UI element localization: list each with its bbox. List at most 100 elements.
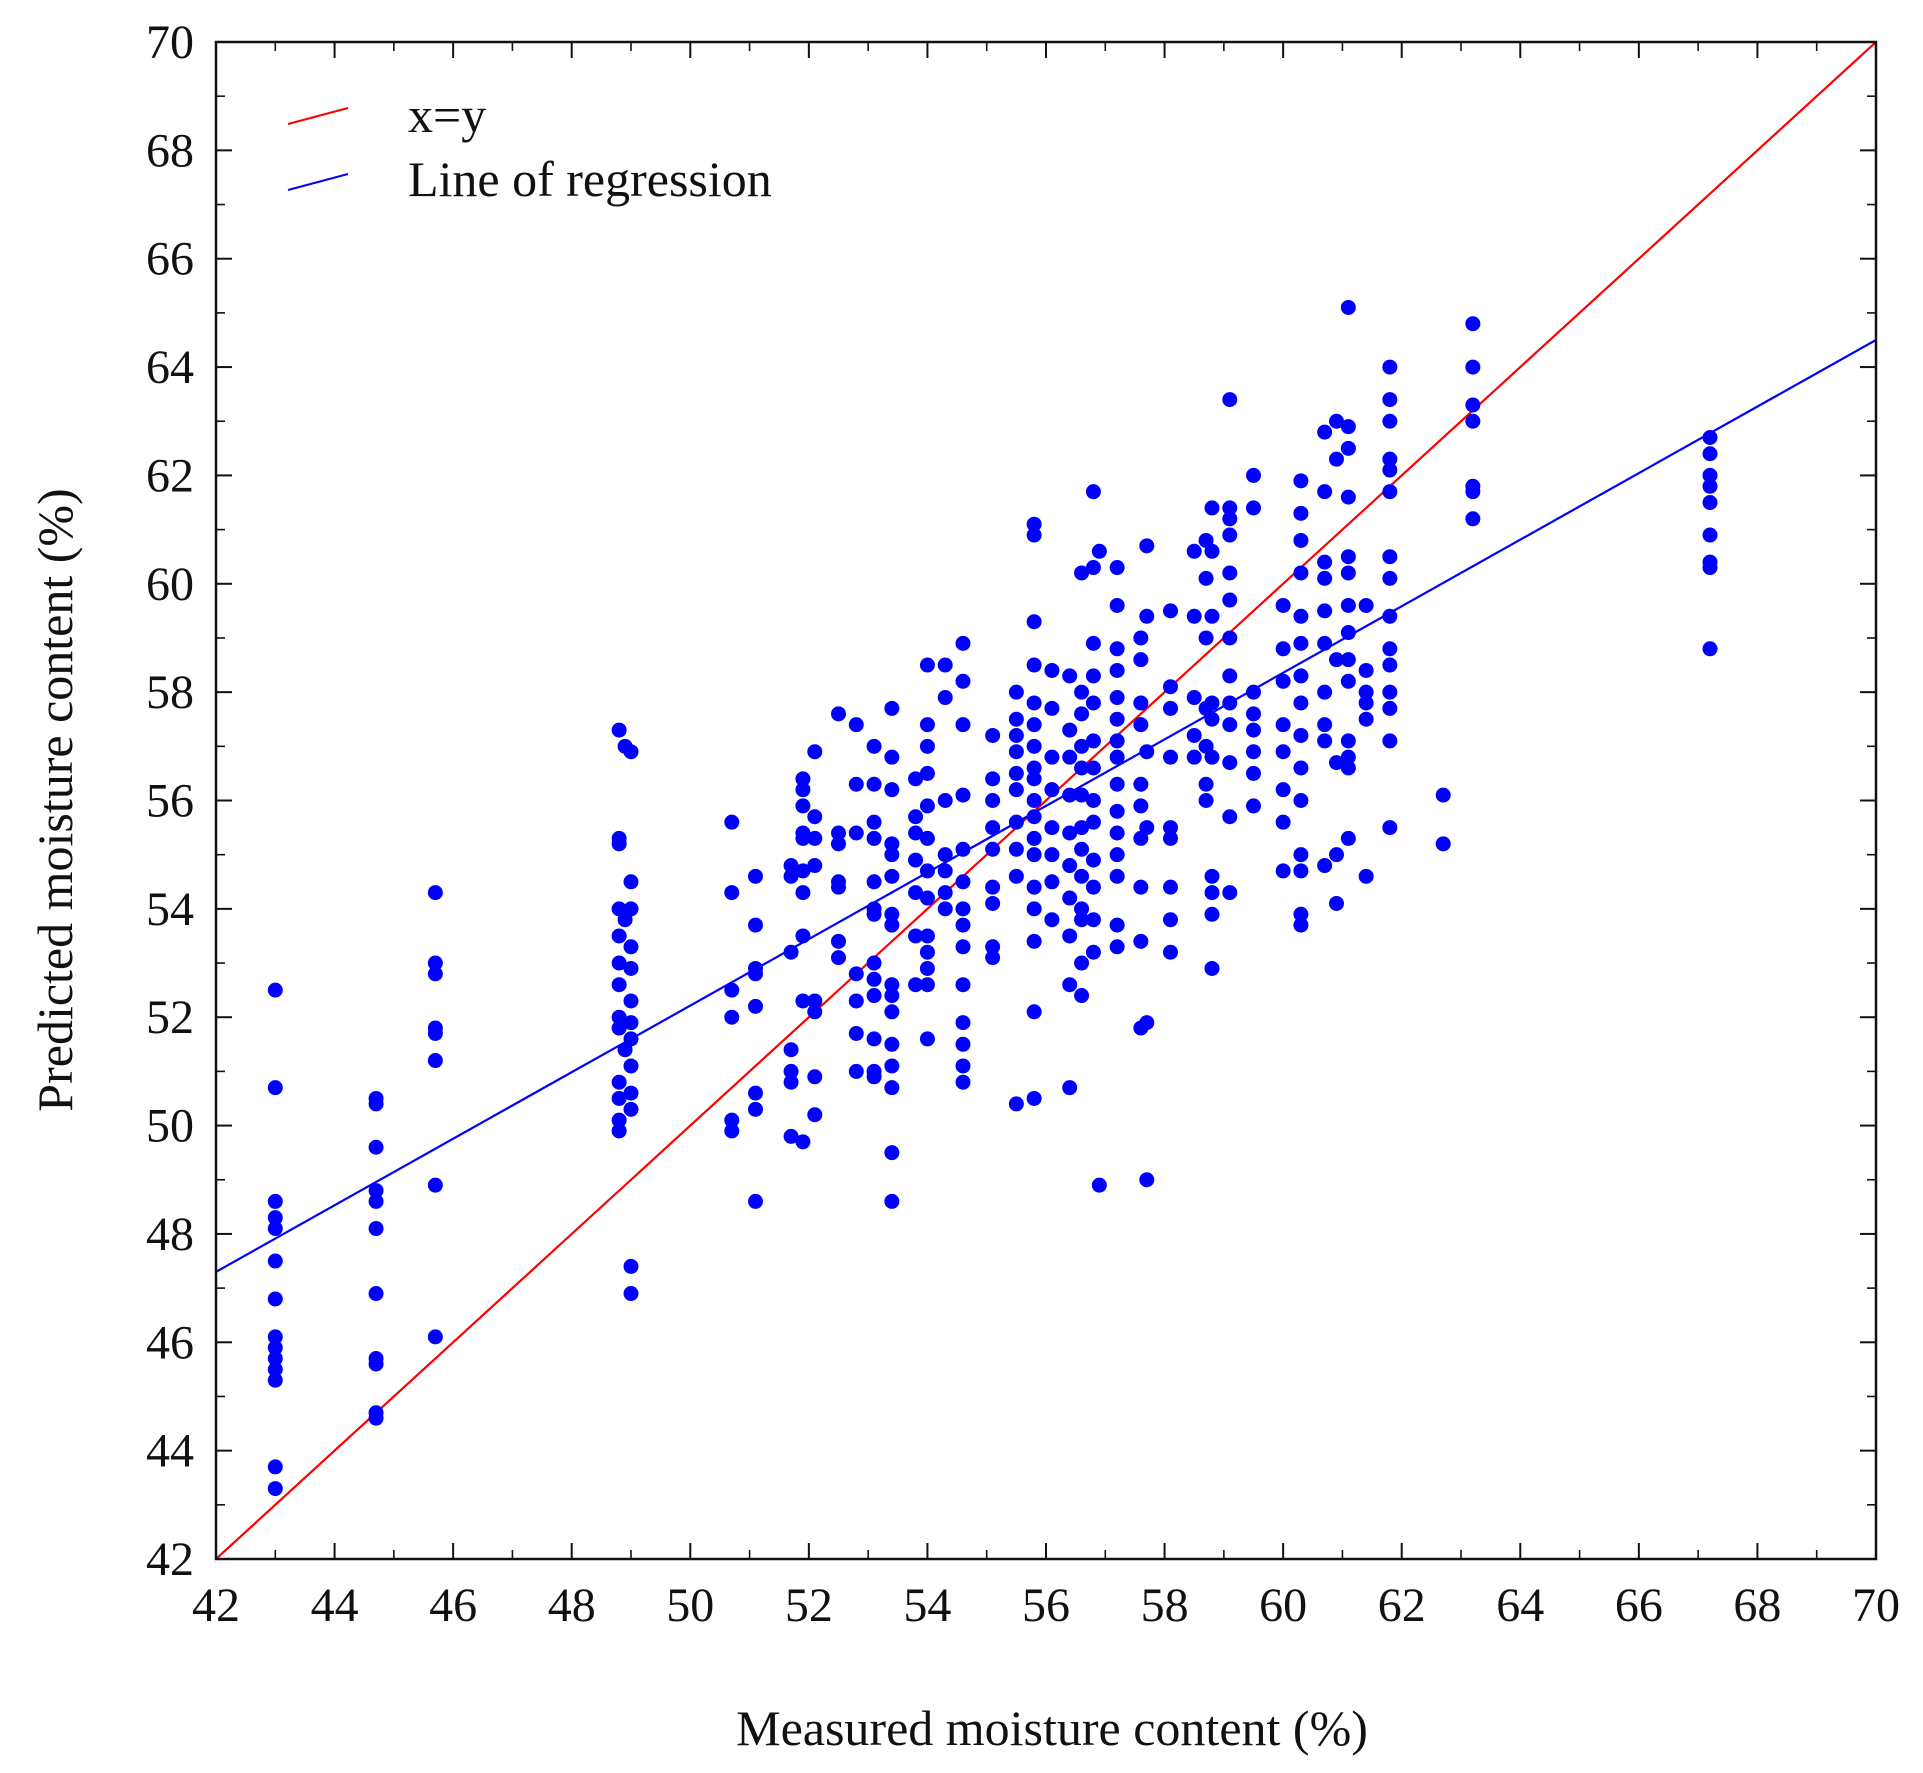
data-point [1085,635,1101,651]
data-point [1246,500,1261,516]
data-point [267,1372,283,1388]
data-point [1293,668,1309,684]
data-point [267,1210,283,1226]
data-point [795,782,811,798]
data-point [848,993,864,1009]
data-point [1109,803,1125,819]
data-point [611,836,627,852]
data-point [1222,592,1238,608]
data-point [1275,863,1291,879]
data-point [919,765,935,781]
data-point [1382,451,1398,467]
data-point [1074,901,1090,917]
data-point [866,814,882,830]
data-point [1074,787,1090,803]
data-point [1246,706,1261,722]
y-tick-label: 52 [146,991,194,1044]
data-point [611,1123,627,1139]
data-point [1204,500,1220,516]
data-point [1204,906,1220,922]
data-point [884,1145,900,1161]
y-tick-label: 42 [146,1533,194,1586]
data-point [783,858,799,874]
data-point [919,830,935,846]
data-point [1340,440,1356,456]
data-point [919,738,935,754]
data-point [919,863,935,879]
data-point [1293,847,1309,863]
x-tick-label: 62 [1378,1579,1426,1632]
data-point [368,1356,384,1372]
y-tick-label: 48 [146,1208,194,1261]
data-point [908,977,924,993]
data-point [1293,695,1309,711]
y-tick-label: 54 [146,883,194,936]
data-point [1026,847,1042,863]
data-point [724,814,740,830]
data-point [985,771,1001,787]
data-point [1026,695,1042,711]
x-tick-label: 70 [1852,1579,1900,1632]
data-point [1340,299,1356,315]
data-point [1340,419,1356,435]
data-point [1317,603,1333,619]
data-point [1026,809,1042,825]
data-point [884,700,900,716]
data-point [748,998,763,1014]
data-point [937,690,953,706]
x-axis-title: Measured moisture content (%) [736,1700,1368,1756]
data-point [1139,1172,1155,1188]
data-point [623,744,639,760]
data-point [611,928,627,944]
data-point [1204,695,1220,711]
data-point [831,933,846,949]
data-point [807,858,823,874]
data-point [866,971,882,987]
data-point [1317,717,1333,733]
data-point [1074,868,1090,884]
data-point [611,1074,627,1090]
data-point [1091,1177,1107,1193]
data-point [1293,473,1309,489]
x-tick-label: 54 [903,1579,951,1632]
data-point [955,1036,971,1052]
data-point [908,852,924,868]
data-point [1246,765,1261,781]
data-point [1008,744,1024,760]
data-point [1074,706,1090,722]
data-point [1008,727,1024,743]
data-point [611,955,627,971]
data-point [919,944,935,960]
data-point [623,960,639,976]
data-point [795,885,811,901]
data-point [1085,814,1101,830]
data-point [985,820,1001,836]
data-point [1074,760,1090,776]
data-point [1317,733,1333,749]
data-point [1026,516,1042,532]
data-point [1358,695,1374,711]
data-point [427,966,443,982]
data-point [1246,798,1261,814]
data-point [611,1112,627,1128]
data-point [1222,527,1238,543]
data-point [1074,912,1090,928]
data-point [1204,711,1220,727]
data-point [795,771,811,787]
data-point [267,982,283,998]
data-point [884,977,900,993]
data-point [1008,868,1024,884]
x-tick-label: 48 [548,1579,596,1632]
data-point [937,793,953,808]
data-point [1163,700,1178,716]
data-point [1044,874,1060,890]
data-point [1062,977,1078,993]
data-point [937,885,953,901]
data-point [1382,820,1398,836]
data-point [1317,424,1333,440]
data-point [1246,684,1261,700]
data-point [1109,711,1125,727]
data-point [831,836,846,852]
data-point [1044,782,1060,798]
